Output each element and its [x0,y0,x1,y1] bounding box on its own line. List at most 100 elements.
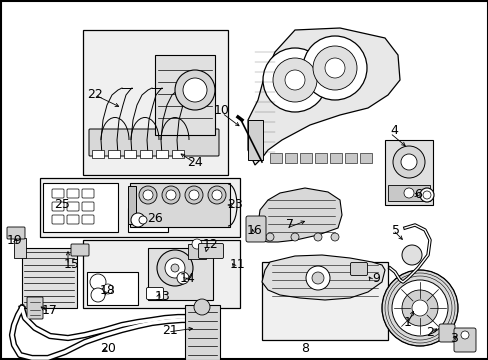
Circle shape [401,245,421,265]
Bar [83,30,227,175]
Text: 7: 7 [285,219,293,231]
Bar [130,183,229,227]
Circle shape [312,46,356,90]
Circle shape [290,233,298,241]
Text: 16: 16 [246,224,263,237]
Bar [108,150,120,158]
Bar [285,153,296,163]
Circle shape [184,186,203,204]
FancyBboxPatch shape [82,189,94,198]
Bar [128,186,136,224]
Text: 23: 23 [226,198,243,211]
FancyBboxPatch shape [453,328,475,352]
Circle shape [311,272,324,284]
Bar [269,153,282,163]
Circle shape [192,239,202,249]
Text: 17: 17 [42,303,58,316]
Text: 6: 6 [413,189,421,202]
Circle shape [103,284,113,294]
Circle shape [419,188,433,202]
Circle shape [177,272,189,284]
FancyBboxPatch shape [438,324,454,342]
FancyBboxPatch shape [7,227,25,239]
FancyBboxPatch shape [27,297,43,319]
Polygon shape [247,28,399,165]
Text: 21: 21 [162,324,178,337]
Circle shape [330,233,338,241]
Text: 14: 14 [180,271,196,284]
Circle shape [285,70,305,90]
Text: 11: 11 [230,258,245,271]
Circle shape [305,266,329,290]
Text: 22: 22 [87,89,102,102]
Bar [22,248,77,308]
Bar [247,120,263,160]
Circle shape [164,258,184,278]
Bar [92,150,104,158]
Circle shape [400,154,416,170]
Polygon shape [262,255,384,300]
Circle shape [392,146,424,178]
Circle shape [403,188,413,198]
Circle shape [411,300,427,316]
FancyBboxPatch shape [245,216,265,242]
Bar [148,248,213,300]
Bar [156,150,168,158]
Text: 26: 26 [147,211,163,225]
Bar [345,153,356,163]
Bar [40,178,240,237]
Circle shape [391,280,447,336]
Circle shape [142,190,153,200]
Text: 10: 10 [214,104,229,117]
Circle shape [162,186,180,204]
FancyBboxPatch shape [67,215,79,224]
Circle shape [313,233,321,241]
Circle shape [157,250,193,286]
Bar [172,150,183,158]
Circle shape [381,270,457,346]
Circle shape [325,58,345,78]
Bar [314,153,326,163]
Circle shape [303,36,366,100]
Bar [184,305,220,360]
Text: 2: 2 [425,325,433,338]
FancyBboxPatch shape [67,189,79,198]
FancyBboxPatch shape [71,244,89,256]
Text: 3: 3 [449,332,457,345]
FancyBboxPatch shape [89,129,219,156]
Circle shape [139,216,147,224]
FancyBboxPatch shape [52,189,64,198]
FancyBboxPatch shape [52,202,64,211]
Bar [187,244,205,259]
Bar [43,183,118,232]
Text: 24: 24 [187,157,203,170]
Bar [384,140,432,205]
Text: 1: 1 [403,315,411,328]
Text: 5: 5 [391,224,399,237]
Circle shape [139,186,157,204]
Circle shape [212,190,222,200]
Text: 12: 12 [203,238,219,252]
Circle shape [422,191,430,199]
Bar [387,185,429,201]
Text: 18: 18 [100,284,116,297]
Text: 4: 4 [389,123,397,136]
Circle shape [165,190,176,200]
FancyBboxPatch shape [82,202,94,211]
Text: 8: 8 [301,342,308,355]
FancyBboxPatch shape [52,215,64,224]
Bar [359,153,371,163]
Bar [128,208,168,232]
Circle shape [460,331,468,339]
Bar [329,153,341,163]
Text: 25: 25 [54,198,70,211]
FancyBboxPatch shape [67,202,79,211]
FancyBboxPatch shape [198,243,223,258]
Text: 9: 9 [371,271,379,284]
Polygon shape [258,188,341,242]
Bar [140,150,152,158]
FancyBboxPatch shape [350,262,367,275]
Circle shape [272,58,316,102]
Circle shape [265,233,273,241]
Circle shape [183,78,206,102]
